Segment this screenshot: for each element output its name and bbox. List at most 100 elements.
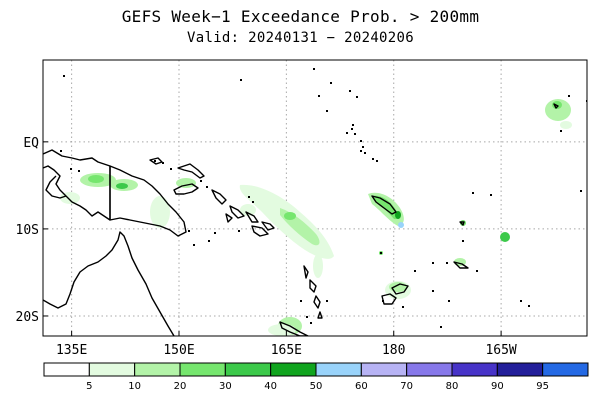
outline-vanuatu-2 xyxy=(309,279,317,293)
islet-dot-40 xyxy=(300,300,302,302)
islet-dot-24 xyxy=(214,232,216,234)
shade-region-fiji-north-tip xyxy=(398,222,404,228)
islet-dot-33 xyxy=(448,300,450,302)
islet-dot-42 xyxy=(310,322,312,324)
colorbar-swatch-5 xyxy=(270,362,317,377)
gridlines xyxy=(43,60,587,336)
islet-dot-41 xyxy=(306,316,308,318)
colorbar-swatch-0 xyxy=(43,362,90,377)
islet-dot-37 xyxy=(462,240,464,242)
y-tick-label-1: 10S xyxy=(16,223,39,238)
outline-australia-cape-york xyxy=(43,231,175,336)
islet-dot-9 xyxy=(354,133,356,135)
outline-vanuatu-3 xyxy=(313,295,321,309)
islet-dot-54 xyxy=(78,170,80,172)
outline-solomon-4 xyxy=(261,221,275,231)
outline-new-britain xyxy=(173,183,199,195)
islet-dots xyxy=(60,68,587,328)
x-tick-label-0: 135E xyxy=(56,343,87,358)
shade-region-solomon-core xyxy=(284,212,296,220)
islet-dot-38 xyxy=(414,270,416,272)
shade-region-northeast-tail xyxy=(560,121,572,129)
probability-shading xyxy=(60,99,572,336)
shade-region-fiji-north-peak xyxy=(395,211,401,219)
colorbar-label-6: 60 xyxy=(355,381,368,392)
outline-solomon-1 xyxy=(229,205,245,219)
shade-region-samoa-east xyxy=(500,232,510,242)
islet-dot-49 xyxy=(568,95,570,97)
outline-fiji-vanua-levu xyxy=(391,283,409,295)
outline-solomon-2 xyxy=(245,211,259,223)
islet-dot-35 xyxy=(472,192,474,194)
islet-dot-36 xyxy=(490,194,492,196)
colorbar-label-10: 95 xyxy=(536,381,549,392)
islet-dot-43 xyxy=(326,300,328,302)
outline-solomon-5 xyxy=(225,213,233,223)
colorbar-label-4: 40 xyxy=(264,381,277,392)
islet-dot-6 xyxy=(318,95,320,97)
outline-vanuatu-4 xyxy=(317,311,323,319)
islet-dot-32 xyxy=(580,190,582,192)
colorbar-swatch-6 xyxy=(315,362,362,377)
shade-region-new-britain xyxy=(176,178,196,188)
islet-dot-52 xyxy=(60,150,62,152)
outline-fiji-viti-levu xyxy=(381,293,397,305)
outline-solomon-3 xyxy=(251,225,269,237)
x-tick-label-1: 150E xyxy=(163,343,194,358)
map-frame xyxy=(42,59,588,337)
islet-dot-10 xyxy=(362,146,364,148)
outline-new-guinea-west xyxy=(43,149,111,221)
outline-tokelau xyxy=(553,103,559,109)
outline-birds-head xyxy=(45,175,67,199)
islet-dot-28 xyxy=(446,262,448,264)
islet-dot-8 xyxy=(351,128,353,130)
islet-dot-30 xyxy=(520,300,522,302)
x-tick-label-2: 165E xyxy=(271,343,302,358)
colorbar: 5 10 20 30 40 50 60 70 80 90 95 xyxy=(43,362,589,392)
islet-dot-50 xyxy=(560,130,562,132)
colorbar-label-8: 80 xyxy=(446,381,459,392)
colorbar-swatch-11 xyxy=(542,362,589,377)
islet-dot-26 xyxy=(380,252,382,254)
shade-region-png-central-core xyxy=(116,183,128,189)
outline-new-caledonia xyxy=(279,321,309,336)
y-tick-label-2: 20S xyxy=(16,310,39,325)
colorbar-swatch-3 xyxy=(179,362,226,377)
x-tick-label-4: 165W xyxy=(485,343,516,358)
colorbar-label-7: 70 xyxy=(400,381,413,392)
outline-samoa xyxy=(453,261,469,269)
islet-dot-18 xyxy=(200,180,202,182)
islet-dot-1 xyxy=(240,79,242,81)
islet-dot-29 xyxy=(476,270,478,272)
islet-dot-17 xyxy=(170,168,172,170)
islet-dot-3 xyxy=(330,82,332,84)
islet-dot-21 xyxy=(252,201,254,203)
outline-papua-new-guinea xyxy=(109,165,187,237)
shade-region-new-caledonia-outer xyxy=(268,324,296,336)
islet-dot-19 xyxy=(206,186,208,188)
islet-dot-15 xyxy=(154,160,156,162)
colorbar-swatch-8 xyxy=(406,362,453,377)
colorbar-swatch-4 xyxy=(224,362,272,377)
islet-dot-0 xyxy=(63,75,65,77)
islet-dot-20 xyxy=(248,196,250,198)
islet-dot-12 xyxy=(372,158,374,160)
colorbar-label-5: 50 xyxy=(310,381,323,392)
islet-dot-11 xyxy=(364,152,366,154)
islet-dot-13 xyxy=(376,160,378,162)
islet-dot-16 xyxy=(162,162,164,164)
colorbar-label-2: 20 xyxy=(174,381,187,392)
islet-dot-4 xyxy=(349,90,351,92)
x-tick-label-3: 180 xyxy=(382,343,405,358)
map-title: GEFS Week−1 Exceedance Prob. > 200mm xyxy=(121,7,480,26)
colorbar-label-9: 90 xyxy=(491,381,504,392)
islet-dot-46 xyxy=(346,132,348,134)
islet-dot-48 xyxy=(360,140,362,142)
colorbar-swatch-1 xyxy=(88,362,136,377)
land-outlines xyxy=(43,103,559,336)
outline-bougainville xyxy=(211,189,227,205)
islet-dot-25 xyxy=(193,244,195,246)
islet-dot-34 xyxy=(440,326,442,328)
